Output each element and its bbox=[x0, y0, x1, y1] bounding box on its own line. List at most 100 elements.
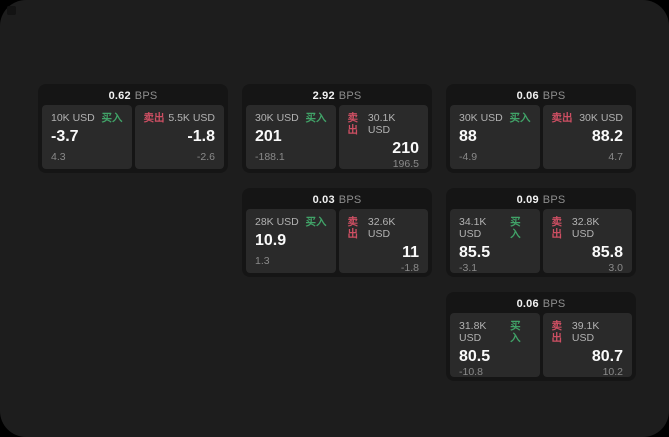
buy-delta: -4.9 bbox=[459, 151, 478, 163]
buy-amount: 10K USD bbox=[51, 112, 95, 124]
sell-panel[interactable]: 卖出 32.6K USD 11 -1.8 bbox=[338, 209, 428, 274]
buy-side-label: 买入 bbox=[509, 112, 531, 124]
buy-delta: 1.3 bbox=[255, 255, 270, 267]
sell-amount: 30K USD bbox=[579, 112, 623, 124]
sell-panel[interactable]: 卖出 5.5K USD -1.8 -2.6 bbox=[134, 105, 224, 169]
buy-side-label: 买入 bbox=[510, 320, 521, 344]
card-header: 0.06 BPS bbox=[450, 295, 632, 313]
sell-panel[interactable]: 卖出 39.1K USD 80.7 10.2 bbox=[542, 313, 632, 378]
buy-panel[interactable]: 34.1K USD 买入 85.5 -3.1 bbox=[450, 209, 540, 274]
sell-panel-header: 卖出 30K USD bbox=[552, 112, 624, 124]
buy-delta: 4.3 bbox=[51, 151, 66, 163]
sell-price: 210 bbox=[392, 140, 419, 157]
buy-price: 10.9 bbox=[255, 232, 287, 249]
buy-amount: 34.1K USD bbox=[459, 216, 487, 240]
sell-price: 11 bbox=[402, 244, 419, 261]
sell-panel-header: 卖出 32.8K USD bbox=[552, 216, 624, 240]
bps-value: 0.06 bbox=[516, 298, 539, 310]
bps-unit-label: BPS bbox=[338, 90, 362, 102]
card-header: 0.06 BPS bbox=[450, 87, 632, 105]
buy-amount: 30K USD bbox=[459, 112, 503, 124]
sell-price: -1.8 bbox=[187, 128, 215, 145]
buy-delta: -3.1 bbox=[459, 262, 478, 274]
bps-value: 0.03 bbox=[312, 194, 335, 206]
bps-value: 0.06 bbox=[516, 90, 539, 102]
buy-side-label: 买入 bbox=[510, 216, 521, 240]
sell-amount: 32.6K USD bbox=[367, 216, 396, 240]
quote-panels: 10K USD 买入 -3.7 4.3 卖出 5.5K USD -1.8 -2.… bbox=[42, 105, 224, 169]
quote-card: 0.62 BPS 10K USD 买入 -3.7 4.3 卖出 5.5K USD… bbox=[38, 84, 228, 173]
quote-card: 0.06 BPS 31.8K USD 买入 80.5 -10.8 卖出 39.1… bbox=[446, 292, 636, 381]
sell-delta: 10.2 bbox=[602, 366, 623, 378]
buy-panel[interactable]: 28K USD 买入 10.9 1.3 bbox=[246, 209, 336, 273]
window-corner-icon bbox=[7, 6, 16, 15]
quote-card: 2.92 BPS 30K USD 买入 201 -188.1 卖出 30.1K … bbox=[242, 84, 432, 173]
sell-panel[interactable]: 卖出 30.1K USD 210 196.5 bbox=[338, 105, 428, 170]
sell-amount: 5.5K USD bbox=[168, 112, 215, 124]
card-header: 2.92 BPS bbox=[246, 87, 428, 105]
buy-price: 88 bbox=[459, 128, 477, 145]
quote-panels: 30K USD 买入 88 -4.9 卖出 30K USD 88.2 4.7 bbox=[450, 105, 632, 169]
buy-panel-header: 30K USD 买入 bbox=[255, 112, 327, 124]
buy-panel[interactable]: 30K USD 买入 88 -4.9 bbox=[450, 105, 540, 169]
buy-side-label: 买入 bbox=[101, 112, 123, 124]
bps-value: 0.09 bbox=[516, 194, 539, 206]
buy-price: 201 bbox=[255, 128, 282, 145]
buy-panel[interactable]: 30K USD 买入 201 -188.1 bbox=[246, 105, 336, 169]
buy-amount: 30K USD bbox=[255, 112, 299, 124]
sell-price: 88.2 bbox=[591, 128, 623, 145]
bps-unit-label: BPS bbox=[338, 194, 362, 206]
bps-unit-label: BPS bbox=[542, 298, 566, 310]
quote-card: 0.06 BPS 30K USD 买入 88 -4.9 卖出 30K USD 8… bbox=[446, 84, 636, 173]
sell-panel[interactable]: 卖出 32.8K USD 85.8 3.0 bbox=[542, 209, 632, 274]
sell-side-label: 卖出 bbox=[551, 112, 573, 124]
sell-panel-header: 卖出 5.5K USD bbox=[144, 112, 216, 124]
buy-panel[interactable]: 31.8K USD 买入 80.5 -10.8 bbox=[450, 313, 540, 378]
sell-side-label: 卖出 bbox=[551, 320, 563, 344]
buy-panel-header: 31.8K USD 买入 bbox=[459, 320, 531, 344]
quote-panels: 31.8K USD 买入 80.5 -10.8 卖出 39.1K USD 80.… bbox=[450, 313, 632, 378]
quote-panels: 34.1K USD 买入 85.5 -3.1 卖出 32.8K USD 85.8… bbox=[450, 209, 632, 274]
sell-panel[interactable]: 卖出 30K USD 88.2 4.7 bbox=[542, 105, 632, 169]
sell-side-label: 卖出 bbox=[143, 112, 165, 124]
bps-value: 2.92 bbox=[312, 90, 335, 102]
buy-panel-header: 28K USD 买入 bbox=[255, 216, 327, 228]
sell-panel-header: 卖出 32.6K USD bbox=[348, 216, 420, 240]
sell-amount: 32.8K USD bbox=[571, 216, 600, 240]
bps-unit-label: BPS bbox=[134, 90, 158, 102]
buy-side-label: 买入 bbox=[305, 112, 327, 124]
buy-panel-header: 10K USD 买入 bbox=[51, 112, 123, 124]
quotes-grid: 0.62 BPS 10K USD 买入 -3.7 4.3 卖出 5.5K USD… bbox=[38, 84, 636, 381]
buy-price: 85.5 bbox=[459, 244, 491, 261]
bps-value: 0.62 bbox=[108, 90, 131, 102]
card-header: 0.03 BPS bbox=[246, 191, 428, 209]
buy-price: -3.7 bbox=[51, 128, 79, 145]
buy-panel[interactable]: 10K USD 买入 -3.7 4.3 bbox=[42, 105, 132, 169]
sell-delta: 196.5 bbox=[392, 158, 419, 170]
buy-side-label: 买入 bbox=[305, 216, 327, 228]
buy-delta: -188.1 bbox=[255, 151, 285, 163]
sell-delta: -1.8 bbox=[400, 262, 419, 274]
sell-side-label: 卖出 bbox=[347, 216, 359, 240]
sell-delta: 4.7 bbox=[608, 151, 623, 163]
sell-amount: 30.1K USD bbox=[367, 112, 396, 136]
sell-delta: -2.6 bbox=[196, 151, 215, 163]
buy-price: 80.5 bbox=[459, 348, 491, 365]
sell-price: 80.7 bbox=[591, 348, 623, 365]
bps-unit-label: BPS bbox=[542, 194, 566, 206]
quote-panels: 28K USD 买入 10.9 1.3 卖出 32.6K USD 11 -1.8 bbox=[246, 209, 428, 274]
bps-unit-label: BPS bbox=[542, 90, 566, 102]
buy-amount: 31.8K USD bbox=[459, 320, 487, 344]
buy-amount: 28K USD bbox=[255, 216, 299, 228]
buy-panel-header: 34.1K USD 买入 bbox=[459, 216, 531, 240]
buy-delta: -10.8 bbox=[459, 366, 483, 378]
card-header: 0.09 BPS bbox=[450, 191, 632, 209]
sell-side-label: 卖出 bbox=[347, 112, 359, 136]
sell-side-label: 卖出 bbox=[551, 216, 563, 240]
sell-amount: 39.1K USD bbox=[571, 320, 600, 344]
quote-panels: 30K USD 买入 201 -188.1 卖出 30.1K USD 210 1… bbox=[246, 105, 428, 170]
quote-card: 0.09 BPS 34.1K USD 买入 85.5 -3.1 卖出 32.8K… bbox=[446, 188, 636, 277]
buy-panel-header: 30K USD 买入 bbox=[459, 112, 531, 124]
sell-panel-header: 卖出 39.1K USD bbox=[552, 320, 624, 344]
